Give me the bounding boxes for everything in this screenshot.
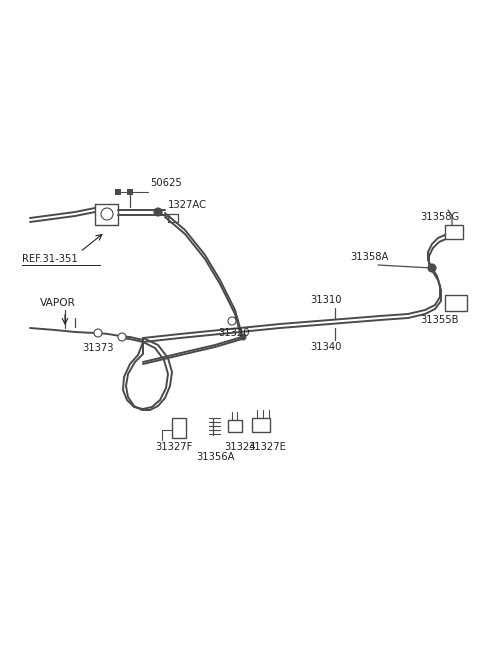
Text: 31358A: 31358A <box>350 252 388 262</box>
Bar <box>445 225 463 239</box>
Text: 1327AC: 1327AC <box>168 200 207 210</box>
Text: VAPOR: VAPOR <box>40 298 76 308</box>
Text: 31356A: 31356A <box>196 452 235 462</box>
Circle shape <box>118 333 126 341</box>
Circle shape <box>428 264 436 272</box>
Text: 31340: 31340 <box>310 342 341 352</box>
Text: 31355B: 31355B <box>420 315 458 325</box>
Text: 31324: 31324 <box>224 442 255 452</box>
Circle shape <box>240 334 246 340</box>
Text: 50625: 50625 <box>150 178 182 188</box>
Text: REF.31-351: REF.31-351 <box>22 254 78 264</box>
Circle shape <box>101 208 113 220</box>
Text: 31320: 31320 <box>218 328 250 338</box>
Bar <box>172 418 186 438</box>
Bar <box>445 295 467 311</box>
Text: 31310: 31310 <box>310 295 341 305</box>
Text: 31358G: 31358G <box>420 212 459 222</box>
Bar <box>228 420 242 432</box>
Bar <box>127 189 133 195</box>
Text: 31327E: 31327E <box>248 442 286 452</box>
Text: 31327F: 31327F <box>155 442 192 452</box>
Bar <box>252 418 270 432</box>
Text: 31373: 31373 <box>82 343 113 353</box>
Circle shape <box>228 317 236 325</box>
Circle shape <box>154 208 162 216</box>
Bar <box>115 189 121 195</box>
Circle shape <box>94 329 102 337</box>
